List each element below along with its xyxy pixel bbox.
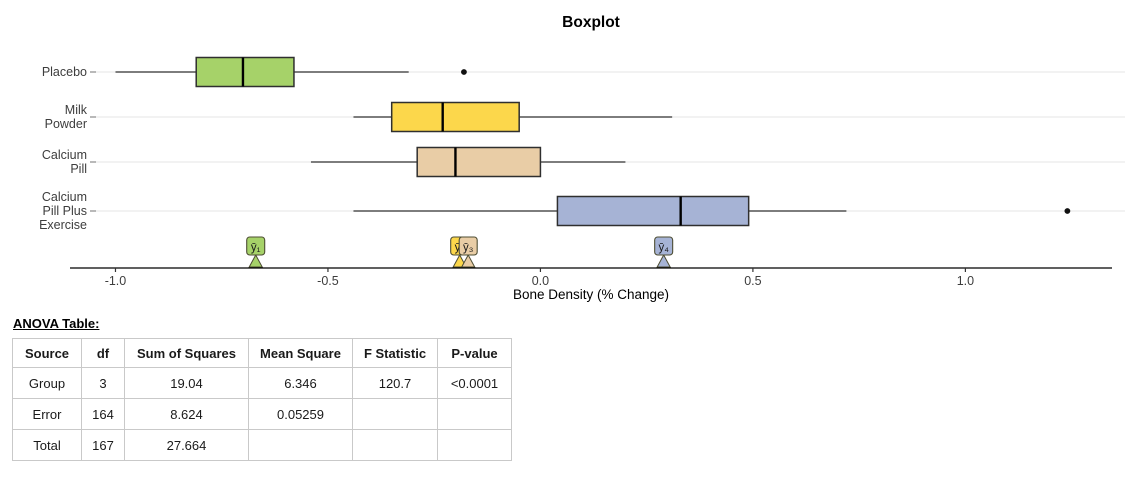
- anova-cell: 0.05259: [248, 398, 353, 430]
- category-label-placebo: Placebo: [42, 65, 87, 79]
- anova-header-row: Source df Sum of Squares Mean Square F Stati…: [12, 338, 512, 368]
- boxplot-chart: Placebo Milk Powder Calcium Pill Calcium Pill …: [39, 56, 1125, 302]
- outlier-point-placebo: [461, 69, 467, 75]
- anova-cell: <0.0001: [437, 367, 512, 399]
- anova-header-cell: df: [81, 338, 125, 368]
- category-label-calcium-pill: Calcium Pill: [42, 148, 87, 176]
- mean-marker-box-placebo: [246, 236, 266, 256]
- anova-cell: 27.664: [124, 429, 249, 461]
- anova-header-cell: P-value: [437, 338, 512, 368]
- anova-header-cell: F Statistic: [352, 338, 438, 368]
- mean-marker-pointer-calcium-pill-plus-exercise: [656, 253, 672, 268]
- anova-cell: 8.624: [124, 398, 249, 430]
- box-calcium-pill-plus-exercise: [556, 195, 750, 227]
- anova-cell: 164: [81, 398, 125, 430]
- mean-marker-pointer-calcium-pill: [460, 253, 476, 268]
- anova-cell: Group: [12, 367, 82, 399]
- x-tick-label: 0.0: [532, 274, 549, 288]
- box-calcium-pill: [416, 146, 542, 178]
- mean-marker-label-calcium-pill-plus-exercise: ȳ₄: [658, 242, 669, 254]
- anova-header-cell: Mean Square: [248, 338, 353, 368]
- anova-cell: 167: [81, 429, 125, 461]
- anova-table-body: Group 3 19.04 6.346 120.7 <0.0001 Error 164 8.62…: [12, 367, 512, 461]
- anova-table: Source df Sum of Squares Mean Square F Stati…: [12, 338, 512, 461]
- box-milk-powder: [390, 101, 520, 133]
- outlier-point-calcium-pill-plus-exercise: [1064, 208, 1071, 214]
- anova-cell: Error: [12, 398, 82, 430]
- box-placebo: [195, 56, 295, 88]
- table-row: Group 3 19.04 6.346 120.7 <0.0001: [12, 367, 512, 399]
- anova-cell: [437, 429, 512, 461]
- x-axis-title: Bone Density (% Change): [513, 287, 669, 302]
- anova-cell: 120.7: [352, 367, 438, 399]
- mean-marker-box-calcium-pill: [458, 236, 478, 256]
- anova-cell: [437, 398, 512, 430]
- anova-cell: Total: [12, 429, 82, 461]
- x-tick-label: -0.5: [317, 274, 339, 288]
- category-label-milk-powder: Milk Powder: [45, 103, 88, 131]
- table-row: Total 167 27.664: [12, 429, 512, 461]
- anova-cell: [352, 429, 438, 461]
- anova-header-cell: Sum of Squares: [124, 338, 249, 368]
- anova-cell: 3: [81, 367, 125, 399]
- category-label-calcium-pill-plus-exercise: Calcium Pill Plus Exercise: [39, 190, 87, 232]
- anova-cell: 19.04: [124, 367, 249, 399]
- x-tick-label: -1.0: [105, 274, 127, 288]
- chart-title: Boxplot: [562, 14, 620, 31]
- mean-marker-pointer-placebo: [248, 253, 264, 268]
- table-row: Error 164 8.624 0.05259: [12, 398, 512, 430]
- x-tick-label: 1.0: [957, 274, 974, 288]
- mean-marker-box-calcium-pill-plus-exercise: [654, 236, 674, 256]
- x-tick-label: 0.5: [744, 274, 761, 288]
- anova-header-cell: Source: [12, 338, 82, 368]
- mean-marker-label-calcium-pill: ȳ₃: [463, 242, 474, 254]
- anova-cell: [352, 398, 438, 430]
- anova-table-head: Source df Sum of Squares Mean Square F Stati…: [12, 338, 512, 368]
- anova-heading: ANOVA Table:: [13, 316, 100, 331]
- anova-cell: [248, 429, 353, 461]
- anova-section: ANOVA Table: Source df Sum of Squares Mean …: [12, 316, 512, 461]
- mean-marker-label-placebo: ȳ₁: [251, 242, 261, 254]
- anova-cell: 6.346: [248, 367, 353, 399]
